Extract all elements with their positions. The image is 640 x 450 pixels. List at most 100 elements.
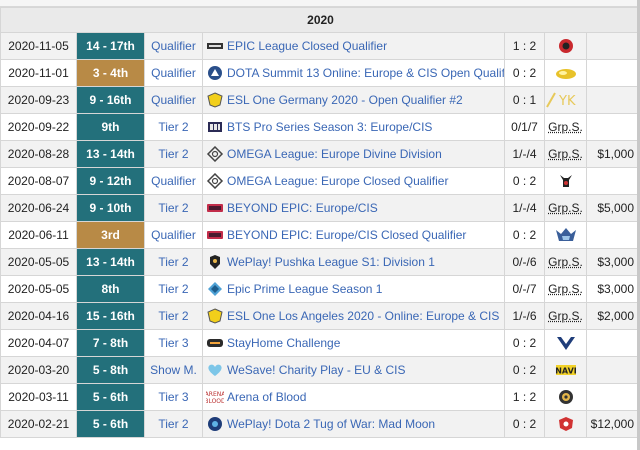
tournament-link[interactable]: EPIC League Closed Qualifier <box>227 39 388 53</box>
yellow-bird-team-logo-icon[interactable] <box>554 65 578 79</box>
tournament-cell[interactable]: ESL One Los Angeles 2020 - Online: Europ… <box>202 302 505 330</box>
tier-link[interactable]: Qualifier <box>144 86 203 114</box>
prize-cell <box>585 167 640 195</box>
year-header-row: 2020 <box>0 7 640 33</box>
horned-team-logo-icon[interactable] <box>554 173 578 187</box>
tier-link[interactable]: Qualifier <box>144 32 203 60</box>
group-stage-label: Grp.S. <box>548 309 583 323</box>
navi-team-logo-icon[interactable]: NAVI <box>554 362 578 376</box>
group-stage-label: Grp.S. <box>548 120 583 134</box>
dota-summit-logo-icon <box>206 65 224 81</box>
date-cell: 2020-04-16 <box>0 302 77 330</box>
tier-link[interactable]: Tier 2 <box>144 194 203 222</box>
date-cell: 2020-06-11 <box>0 221 77 249</box>
date-cell: 2020-04-07 <box>0 329 77 357</box>
date-cell: 2020-08-07 <box>0 167 77 195</box>
tier-link[interactable]: Tier 2 <box>144 410 203 438</box>
table-top-edge <box>0 0 640 7</box>
tournament-cell[interactable]: Epic Prime League Season 1 <box>202 275 505 303</box>
yk-team-logo-icon[interactable]: YK <box>546 92 586 109</box>
placement-cell: 14 - 17th <box>76 32 145 60</box>
tier-link[interactable]: Tier 2 <box>144 302 203 330</box>
prize-cell <box>585 383 640 411</box>
tier-link[interactable]: Tier 2 <box>144 275 203 303</box>
tournament-cell[interactable]: EPIC League Closed Qualifier <box>202 32 505 60</box>
tournament-cell[interactable]: OMEGA League: Europe Divine Division <box>202 140 505 168</box>
tournament-cell[interactable]: BEYOND EPIC: Europe/CIS <box>202 194 505 222</box>
scrollbar-track[interactable] <box>637 0 640 450</box>
tournament-link[interactable]: ESL One Los Angeles 2020 - Online: Europ… <box>227 309 500 323</box>
tournament-cell[interactable]: WePlay! Pushka League S1: Division 1 <box>202 248 505 276</box>
tournament-cell[interactable]: WePlay! Dota 2 Tug of War: Mad Moon <box>202 410 505 438</box>
tournament-cell[interactable]: BEYOND EPIC: Europe/CIS Closed Qualifier <box>202 221 505 249</box>
tournament-cell[interactable]: ARENABLOODArena of Blood <box>202 383 505 411</box>
opponent-cell[interactable] <box>544 329 587 357</box>
tier-link[interactable]: Tier 2 <box>144 113 203 141</box>
opponent-cell[interactable] <box>544 383 587 411</box>
tournament-link[interactable]: Arena of Blood <box>227 390 307 404</box>
tournament-link[interactable]: ESL One Germany 2020 - Open Qualifier #2 <box>227 93 463 107</box>
group-stage-label: Grp.S. <box>548 255 583 269</box>
results-table: 2020 2020-11-05 14 - 17th Qualifier EPIC Le… <box>0 7 640 438</box>
tournament-link[interactable]: StayHome Challenge <box>227 336 341 350</box>
tier-link[interactable]: Tier 2 <box>144 248 203 276</box>
tournament-cell[interactable]: BTS Pro Series Season 3: Europe/CIS <box>202 113 505 141</box>
prize-cell <box>585 329 640 357</box>
table-row: 2020-09-23 9 - 16th Qualifier ESL One Germa… <box>0 86 640 114</box>
table-row: 2020-04-16 15 - 16th Tier 2 ESL One Los Ang… <box>0 302 640 330</box>
opponent-cell[interactable]: NAVI <box>544 356 587 384</box>
placement-cell: 3rd <box>76 221 145 249</box>
omega-league-logo-icon <box>206 172 224 190</box>
tier-link[interactable]: Qualifier <box>144 167 203 195</box>
score-cell: 0 : 2 <box>504 356 545 384</box>
opponent-cell[interactable] <box>544 221 587 249</box>
placement-cell: 5 - 8th <box>76 356 145 384</box>
tournament-link[interactable]: BTS Pro Series Season 3: Europe/CIS <box>227 120 433 134</box>
placement-cell: 9 - 10th <box>76 194 145 222</box>
table-row: 2020-05-05 13 - 14th Tier 2 WePlay! Pushka … <box>0 248 640 276</box>
blue-crest-team-logo-icon[interactable] <box>554 227 578 241</box>
table-row: 2020-05-05 8th Tier 2 Epic Prime League Sea… <box>0 275 640 303</box>
tournament-link[interactable]: WeSave! Charity Play - EU & CIS <box>227 363 406 377</box>
tier-link[interactable]: Qualifier <box>144 59 203 87</box>
red-shield-team-logo-icon[interactable] <box>554 38 578 53</box>
opponent-cell[interactable]: YK <box>544 86 587 114</box>
tournament-cell[interactable]: ESL One Germany 2020 - Open Qualifier #2 <box>202 86 505 114</box>
tournament-link[interactable]: DOTA Summit 13 Online: Europe & CIS Open… <box>227 66 505 80</box>
table-row: 2020-02-21 5 - 6th Tier 2 WePlay! Dota 2 Tu… <box>0 410 640 438</box>
gambit-team-logo-icon[interactable] <box>554 416 578 431</box>
tournament-link[interactable]: WePlay! Pushka League S1: Division 1 <box>227 255 435 269</box>
opponent-cell[interactable] <box>544 410 587 438</box>
tournament-link[interactable]: BEYOND EPIC: Europe/CIS Closed Qualifier <box>227 228 467 242</box>
bts-logo-icon <box>206 119 224 135</box>
opponent-cell[interactable] <box>544 32 587 60</box>
tier-link[interactable]: Tier 2 <box>144 140 203 168</box>
opponent-cell[interactable] <box>544 167 587 195</box>
tournament-cell[interactable]: WeSave! Charity Play - EU & CIS <box>202 356 505 384</box>
tournament-link[interactable]: OMEGA League: Europe Closed Qualifier <box>227 174 449 188</box>
opponent-cell[interactable] <box>544 59 587 87</box>
tournament-cell[interactable]: DOTA Summit 13 Online: Europe & CIS Open… <box>202 59 505 87</box>
epic-league-logo-icon <box>206 38 224 54</box>
vp-team-logo-icon[interactable] <box>554 335 578 350</box>
svg-text:ARENA: ARENA <box>206 391 224 398</box>
tier-link[interactable]: Qualifier <box>144 221 203 249</box>
dark-crest-team-logo-icon[interactable] <box>554 389 578 404</box>
score-cell: 0/1/7 <box>504 113 545 141</box>
tournament-link[interactable]: WePlay! Dota 2 Tug of War: Mad Moon <box>227 417 436 431</box>
score-cell: 1 : 2 <box>504 32 545 60</box>
stayhome-logo-icon <box>206 335 224 351</box>
score-cell: 0 : 2 <box>504 221 545 249</box>
tournament-link[interactable]: BEYOND EPIC: Europe/CIS <box>227 201 378 215</box>
date-cell: 2020-08-28 <box>0 140 77 168</box>
tier-link[interactable]: Tier 3 <box>144 329 203 357</box>
tournament-link[interactable]: Epic Prime League Season 1 <box>227 282 383 296</box>
tournament-cell[interactable]: OMEGA League: Europe Closed Qualifier <box>202 167 505 195</box>
prize-cell <box>585 221 640 249</box>
placement-cell: 13 - 14th <box>76 248 145 276</box>
tier-link[interactable]: Tier 3 <box>144 383 203 411</box>
tier-link[interactable]: Show M. <box>144 356 203 384</box>
date-cell: 2020-05-05 <box>0 248 77 276</box>
tournament-link[interactable]: OMEGA League: Europe Divine Division <box>227 147 442 161</box>
tournament-cell[interactable]: StayHome Challenge <box>202 329 505 357</box>
